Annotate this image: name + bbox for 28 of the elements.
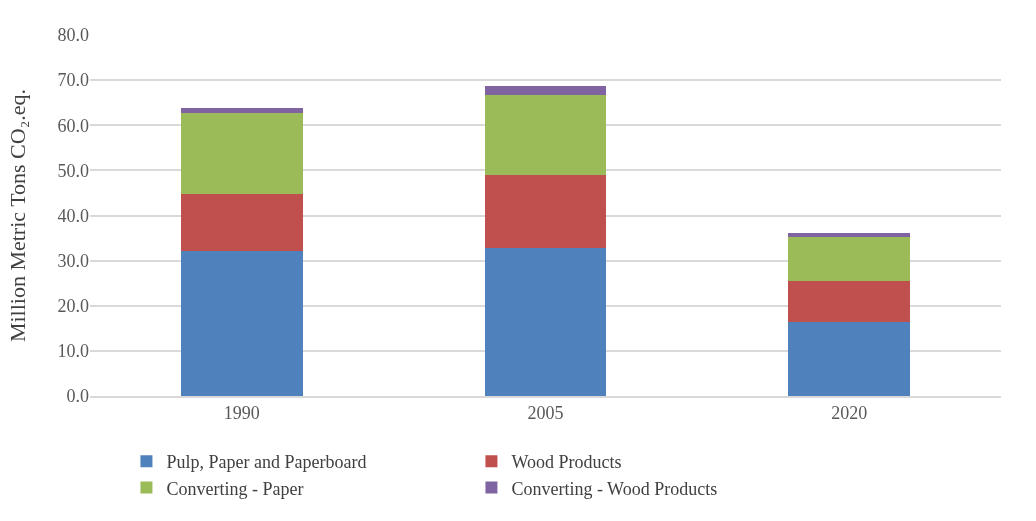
- bar: [181, 251, 303, 396]
- legend-label: Pulp, Paper and Paperboard: [166, 452, 367, 473]
- y-tick-label: 40.0: [57, 205, 89, 226]
- y-tick-label: 30.0: [57, 250, 89, 271]
- y-axis-title: Million Metric Tons CO₂.eq.: [5, 88, 31, 343]
- y-tick-label: 50.0: [57, 160, 89, 181]
- bar: [788, 280, 910, 322]
- bar: [484, 247, 607, 396]
- bar: [181, 107, 303, 113]
- y-tick-label: 0.0: [66, 386, 89, 407]
- legend-label: Wood Products: [511, 452, 622, 473]
- x-tick-label: 2005: [527, 403, 564, 424]
- bar: [181, 194, 303, 252]
- y-tick-label: 70.0: [57, 70, 89, 91]
- bar: [484, 94, 607, 175]
- x-tick-label: 2020: [831, 403, 868, 424]
- legend-label: Converting - Paper: [166, 478, 304, 499]
- bar: [181, 112, 303, 195]
- legend-label: Converting - Wood Products: [511, 478, 718, 499]
- y-tick-label: 80.0: [57, 25, 89, 46]
- y-tick-label: 10.0: [57, 341, 89, 362]
- bar: [484, 85, 607, 95]
- bar: [788, 321, 910, 396]
- bar: [788, 237, 910, 281]
- x-tick-label: 1990: [223, 403, 260, 424]
- bar: [484, 174, 607, 248]
- y-tick-label: 60.0: [57, 115, 89, 136]
- y-tick-label: 20.0: [57, 296, 89, 317]
